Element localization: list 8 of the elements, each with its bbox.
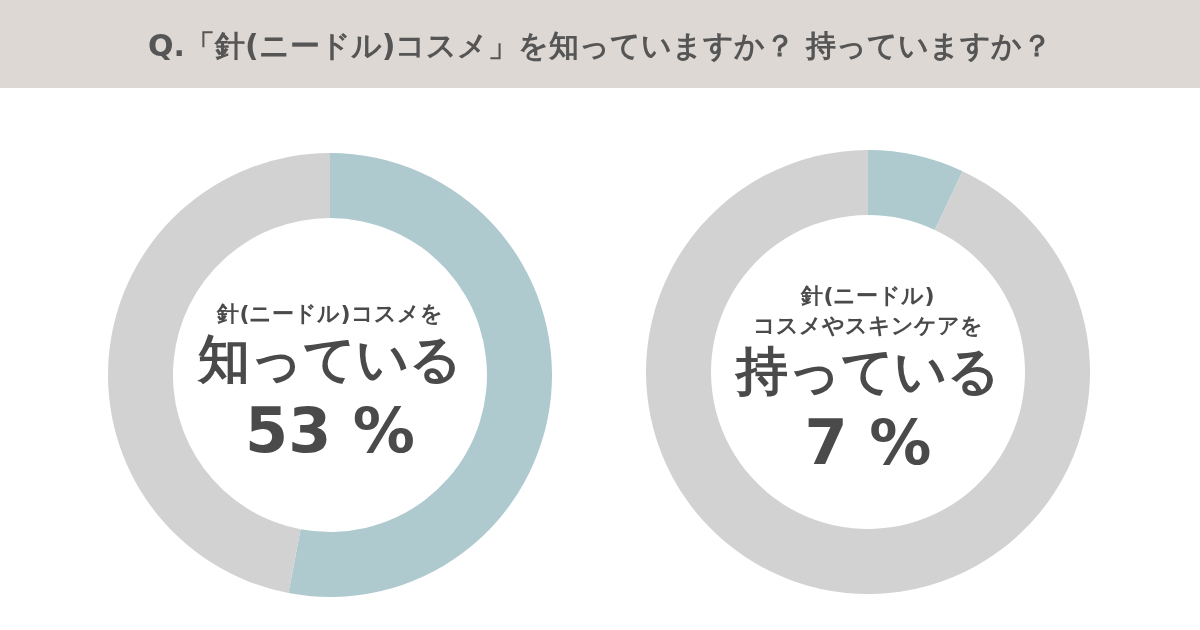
text: 針(ニードル)コスメを: [216, 301, 443, 327]
text: コスメやスキンケアを: [753, 313, 983, 339]
text: 針(ニードル): [800, 283, 935, 309]
text: 7 %: [804, 405, 932, 479]
chart-title: Q.「針(ニードル)コスメ」を知っていますか？ 持っていますか？: [148, 28, 1052, 63]
text: 持っている: [734, 341, 1000, 402]
text: 53 %: [245, 393, 415, 467]
text: 知っている: [197, 329, 462, 390]
